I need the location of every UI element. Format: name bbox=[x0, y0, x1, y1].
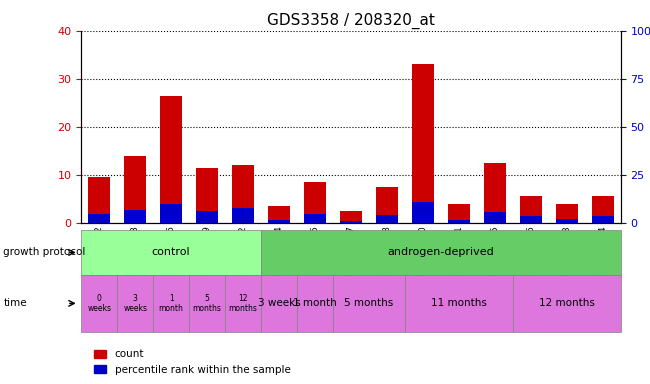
Legend: count, percentile rank within the sample: count, percentile rank within the sample bbox=[90, 345, 294, 379]
Bar bbox=[304, 214, 326, 223]
Bar bbox=[484, 163, 506, 223]
Bar bbox=[196, 167, 218, 223]
Bar bbox=[448, 220, 470, 223]
Text: 5
months: 5 months bbox=[192, 294, 222, 313]
Bar bbox=[88, 214, 110, 223]
Bar bbox=[592, 196, 614, 223]
Bar bbox=[412, 202, 434, 223]
Text: 1
month: 1 month bbox=[159, 294, 183, 313]
Bar bbox=[484, 212, 506, 223]
Text: growth protocol: growth protocol bbox=[3, 247, 86, 258]
Bar bbox=[268, 220, 290, 223]
Bar bbox=[196, 211, 218, 223]
Text: 5 months: 5 months bbox=[344, 298, 394, 308]
Bar bbox=[232, 165, 254, 223]
Bar bbox=[376, 215, 398, 223]
Bar bbox=[556, 219, 578, 223]
Bar bbox=[340, 211, 362, 223]
Bar bbox=[340, 221, 362, 223]
Bar bbox=[88, 177, 110, 223]
Bar bbox=[556, 204, 578, 223]
Bar bbox=[592, 216, 614, 223]
Bar bbox=[232, 208, 254, 223]
Bar bbox=[161, 204, 182, 223]
Text: 0
weeks: 0 weeks bbox=[87, 294, 111, 313]
Text: 3 weeks: 3 weeks bbox=[257, 298, 300, 308]
Bar bbox=[268, 206, 290, 223]
Text: time: time bbox=[3, 298, 27, 308]
Text: control: control bbox=[152, 247, 190, 258]
Bar bbox=[124, 156, 146, 223]
Bar bbox=[161, 96, 182, 223]
Text: 12 months: 12 months bbox=[539, 298, 595, 308]
Text: 1 month: 1 month bbox=[293, 298, 337, 308]
Bar bbox=[304, 182, 326, 223]
Bar bbox=[520, 196, 541, 223]
Bar bbox=[376, 187, 398, 223]
Text: 12
months: 12 months bbox=[229, 294, 257, 313]
Bar bbox=[412, 64, 434, 223]
Title: GDS3358 / 208320_at: GDS3358 / 208320_at bbox=[267, 13, 435, 29]
Bar bbox=[448, 204, 470, 223]
Text: 11 months: 11 months bbox=[431, 298, 487, 308]
Text: 3
weeks: 3 weeks bbox=[124, 294, 147, 313]
Bar bbox=[124, 210, 146, 223]
Bar bbox=[520, 216, 541, 223]
Text: androgen-deprived: androgen-deprived bbox=[387, 247, 494, 258]
